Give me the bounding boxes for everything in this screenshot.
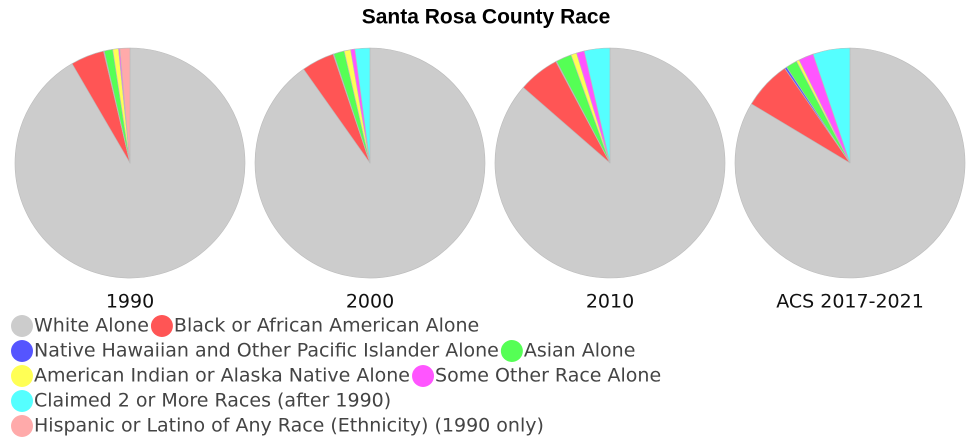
pie-slice bbox=[119, 47, 131, 164]
legend-marker bbox=[11, 315, 33, 337]
pie-slice bbox=[354, 47, 371, 164]
pie-label: 2010 bbox=[586, 291, 634, 313]
legend-label: Black or African American Alone bbox=[174, 315, 479, 337]
legend-label: Hispanic or Latino of Any Race (Ethnicit… bbox=[34, 415, 544, 437]
pie-slice bbox=[583, 47, 611, 164]
legend-label: Claimed 2 or More Races (after 1990) bbox=[34, 390, 391, 412]
legend-label: Asian Alone bbox=[524, 340, 636, 362]
chart-title: Santa Rosa County Race bbox=[362, 6, 611, 29]
legend-marker bbox=[11, 390, 33, 412]
pie-label: 2000 bbox=[346, 291, 394, 313]
legend-marker bbox=[500, 340, 523, 362]
legend-marker bbox=[11, 415, 33, 437]
legend-marker bbox=[11, 340, 33, 362]
pie-slice bbox=[494, 47, 726, 279]
pie-slice bbox=[812, 47, 851, 164]
legend-marker bbox=[412, 365, 435, 387]
legend-label: American Indian or Alaska Native Alone bbox=[34, 365, 410, 387]
pie-label: 1990 bbox=[106, 291, 154, 313]
legend-label: Native Hawaiian and Other Pacific Island… bbox=[34, 340, 499, 362]
pie-slice bbox=[734, 47, 966, 279]
legend-label: Some Other Race Alone bbox=[435, 365, 661, 387]
legend-marker bbox=[150, 315, 173, 337]
pie-label: ACS 2017-2021 bbox=[776, 291, 924, 313]
legend-marker bbox=[11, 365, 33, 387]
legend-label: White Alone bbox=[34, 315, 149, 337]
